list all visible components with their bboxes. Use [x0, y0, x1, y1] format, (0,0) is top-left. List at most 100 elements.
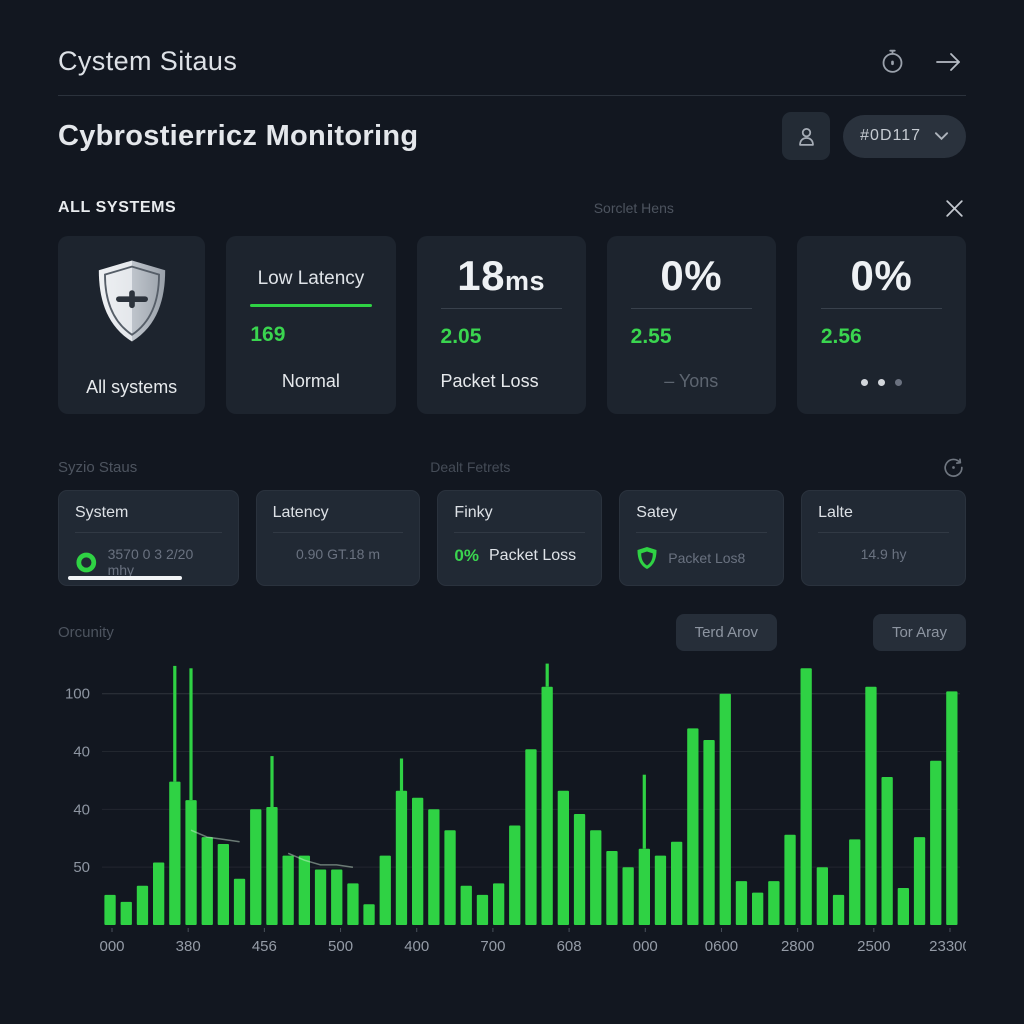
stat-cards-row: All systems Low Latency 169 Normal 18ms 2.… — [58, 236, 966, 414]
chart-bar — [881, 777, 893, 925]
chart-bar — [217, 844, 229, 925]
status-ring-icon — [76, 552, 97, 572]
mini-card-satey[interactable]: Satey Packet Los8 — [619, 490, 785, 586]
chart-header: Orcunity Terd Arov Tor Aray — [58, 614, 966, 651]
pagination-dots[interactable] — [821, 379, 942, 386]
chart-bar — [719, 693, 731, 925]
security-bar-chart: 100 40 40 50 000 380 456 500 400 700 608 000 0600 280… — [65, 663, 971, 955]
chart-bar — [622, 867, 634, 925]
mini-card-title: Satey — [636, 504, 678, 521]
arrow-right-button[interactable] — [930, 48, 966, 76]
mini-card-divider — [636, 532, 768, 533]
stat-card-value: 2.55 — [630, 325, 672, 348]
chart-bar — [525, 749, 537, 925]
stat-card-big-value: 0% — [850, 252, 913, 299]
chart-bar — [347, 883, 359, 925]
refresh-button[interactable] — [941, 455, 966, 480]
stopwatch-button[interactable] — [877, 46, 908, 77]
chart-bar-wick — [173, 665, 177, 782]
y-axis-label: 50 — [73, 859, 90, 876]
mini-card-value: 0% — [454, 546, 479, 565]
section-label-right: Dealt Fetrets — [430, 459, 511, 475]
device-id-dropdown[interactable]: #0D117 — [843, 114, 966, 158]
shield-small-icon — [637, 547, 657, 569]
stat-card-4[interactable]: 0% 2.55 – Yons — [606, 236, 776, 414]
chart-bar — [606, 851, 618, 925]
chart-bar — [897, 888, 909, 925]
header-divider — [58, 95, 966, 96]
chart-bar — [654, 855, 667, 925]
mini-card-title: Finky — [454, 504, 493, 521]
chart-bar — [153, 862, 165, 925]
close-button[interactable] — [943, 197, 966, 220]
chart-bar — [266, 807, 278, 925]
x-axis-label: 456 — [252, 938, 277, 955]
mini-card-system[interactable]: System 3570 0 3 2/20 mhy — [58, 490, 239, 586]
x-axis-label: 400 — [404, 938, 429, 955]
mini-card-finky[interactable]: Finky 0% Packet Loss — [437, 490, 603, 586]
header-actions — [877, 46, 966, 77]
subheader-bar: Cybrostierricz Monitoring #0D117 — [58, 112, 966, 160]
section-label-left: Syzio Staus — [58, 458, 138, 476]
chart-bar — [638, 848, 650, 925]
chart-bar — [185, 800, 197, 925]
chart-bar — [169, 781, 181, 925]
user-icon — [798, 127, 814, 146]
stat-card-5[interactable]: 0% 2.56 — [796, 236, 966, 414]
x-axis-label: 2500 — [857, 938, 890, 955]
mini-card-divider — [818, 532, 949, 533]
mini-card-text: Packet Los8 — [668, 550, 746, 566]
page-title: Cystem Sitaus — [58, 46, 238, 76]
chart-area: 100 40 40 50 000 380 456 500 400 700 608 000 0600 280… — [58, 655, 971, 962]
x-axis-label: 23300 — [929, 938, 966, 955]
stat-card-2[interactable]: Low Latency 169 Normal — [226, 236, 396, 414]
stat-card-3[interactable]: 18ms 2.05 Packet Loss — [416, 236, 586, 414]
mini-card-content: 14.9 hy — [818, 546, 949, 562]
chart-bar — [493, 883, 505, 925]
chart-bar — [671, 841, 683, 925]
chart-bar — [865, 686, 877, 925]
mini-card-divider — [75, 532, 222, 533]
chart-bar — [541, 686, 553, 925]
chart-bar — [120, 901, 132, 925]
chart-bar — [768, 881, 780, 925]
refresh-icon — [944, 458, 963, 477]
header-bar: Cystem Sitaus — [58, 46, 966, 77]
chart-bar — [913, 837, 926, 925]
x-axis-label: 608 — [557, 938, 582, 955]
mini-card-content: 0.90 GT.18 m — [273, 546, 404, 562]
mini-card-text: 0.90 GT.18 m — [295, 546, 381, 562]
chart-title: Orcunity — [58, 624, 114, 641]
chart-bar — [687, 728, 699, 925]
mini-card-content: 0% Packet Loss — [454, 546, 585, 566]
mini-card-text: Packet Loss — [489, 547, 577, 564]
chart-range-button-1[interactable]: Terd Arov — [675, 614, 777, 651]
stat-card-value: 2.56 — [820, 325, 862, 348]
chart-bar — [395, 790, 408, 925]
all-systems-label: ALL SYSTEMS — [58, 199, 177, 216]
arrow-right-icon — [936, 52, 960, 71]
chart-bar — [849, 839, 861, 925]
shield-icon — [98, 260, 165, 342]
stat-card-label: Normal — [281, 371, 340, 391]
app-title: Cybrostierricz Monitoring — [58, 119, 419, 152]
chart-bar — [784, 834, 796, 925]
chart-bar — [314, 869, 327, 925]
chart-bar — [946, 691, 958, 925]
mini-card-latency[interactable]: Latency 0.90 GT.18 m — [255, 490, 421, 586]
subheader-actions: #0D117 — [782, 112, 966, 160]
dot — [894, 379, 902, 386]
stopwatch-icon — [882, 49, 903, 73]
close-icon — [946, 199, 963, 217]
chart-bar-wick — [642, 774, 646, 849]
chart-range-button-2[interactable]: Tor Aray — [872, 614, 966, 651]
green-underline — [250, 304, 372, 307]
dot — [877, 379, 885, 386]
mini-card-lalte[interactable]: Lalte 14.9 hy — [801, 490, 966, 586]
chart-bar — [136, 885, 149, 925]
user-button[interactable] — [782, 112, 831, 160]
x-axis-label: 000 — [99, 938, 124, 955]
chart-bar — [509, 825, 521, 925]
stat-card-1[interactable]: All systems — [58, 236, 206, 414]
stat-card-title: Low Latency — [257, 268, 365, 289]
